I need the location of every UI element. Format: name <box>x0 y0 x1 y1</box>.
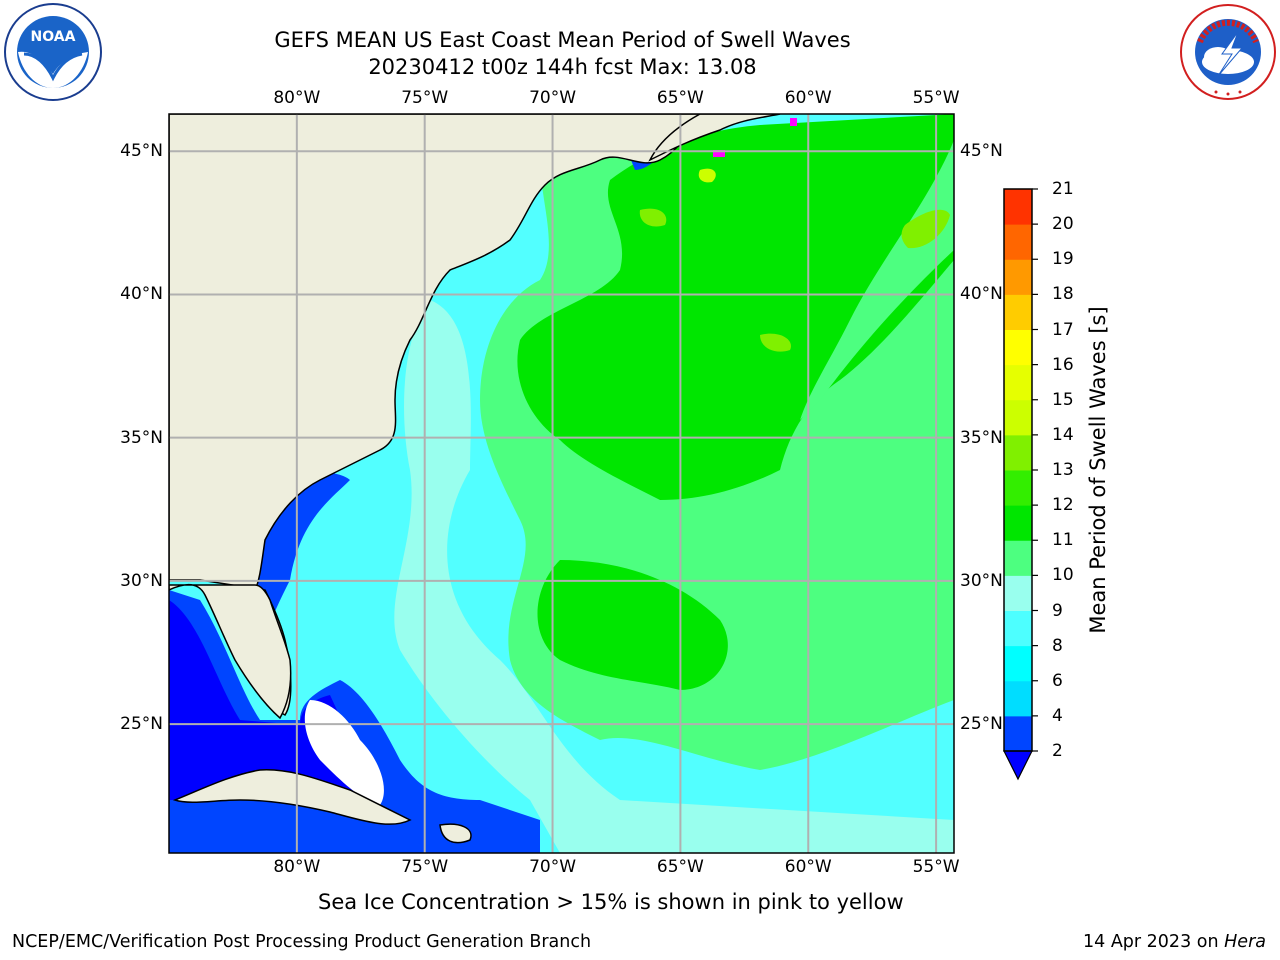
nws-logo <box>1178 2 1278 102</box>
map-frame <box>168 113 955 854</box>
lon-tick-label: 75°W <box>401 88 449 108</box>
colorbar-tick-label: 15 <box>1052 389 1074 410</box>
ocean-green <box>517 114 954 500</box>
colorbar-segment <box>1004 575 1032 611</box>
chart-title: GEFS MEAN US East Coast Mean Period of S… <box>274 28 851 52</box>
colorbar-segment <box>1004 645 1032 682</box>
colorbar-tick-label: 8 <box>1052 635 1063 656</box>
noaa-logo: NOAA <box>2 2 104 102</box>
lat-tick-label: 35°N <box>960 427 1003 448</box>
colorbar-under-arrow <box>1003 750 1033 781</box>
lon-tick-label: 65°W <box>656 88 704 108</box>
lon-tick-label: 55°W <box>912 857 960 877</box>
colorbar-segment <box>1004 505 1032 541</box>
colorbar-tick-label: 12 <box>1052 495 1074 516</box>
footer-date: 14 Apr 2023 on Hera <box>1083 932 1266 952</box>
colorbar-segment <box>1004 364 1032 401</box>
colorbar-segment <box>1004 715 1032 752</box>
lat-tick-label: 40°N <box>960 284 1003 305</box>
bahamas-gap <box>304 700 384 805</box>
sea-ice-marker <box>790 118 797 126</box>
footer-machine: Hera <box>1224 932 1266 952</box>
colorbar-segment <box>1004 259 1032 295</box>
lat-tick-label: 25°N <box>960 714 1003 735</box>
colorbar-tick-label: 14 <box>1052 424 1074 445</box>
lon-tick-label: 75°W <box>401 857 449 877</box>
footer-credit: NCEP/EMC/Verification Post Processing Pr… <box>12 932 592 952</box>
lon-tick-label: 60°W <box>784 857 832 877</box>
sea-ice-marker <box>713 150 725 157</box>
colorbar-tick-label: 10 <box>1052 565 1074 586</box>
lat-tick-label: 40°N <box>120 284 163 305</box>
ocean-yellowgreen-patch <box>901 209 950 249</box>
lon-tick-label: 60°W <box>784 88 832 108</box>
footer-date-text: 14 Apr 2023 on <box>1083 932 1225 952</box>
ocean-diagonal-band <box>800 140 954 420</box>
colorbar-tick-label: 20 <box>1052 214 1074 235</box>
colorbar-tick-label: 11 <box>1052 530 1074 551</box>
lon-tick-label: 80°W <box>273 88 321 108</box>
colorbar-tick-label: 9 <box>1052 600 1063 621</box>
colorbar-segment <box>1004 399 1032 436</box>
lon-tick-label: 65°W <box>656 857 704 877</box>
colorbar-segment <box>1004 329 1032 366</box>
colorbar-tick-label: 4 <box>1052 705 1063 726</box>
land-cuba <box>172 769 412 825</box>
lat-tick-label: 30°N <box>960 570 1003 591</box>
colorbar-segment <box>1004 680 1032 717</box>
lat-tick-label: 45°N <box>120 141 163 162</box>
colorbar-tick-label: 18 <box>1052 284 1074 305</box>
land-florida <box>169 583 292 720</box>
colorbar-tick-label: 16 <box>1052 354 1074 375</box>
colorbar-segment <box>1004 189 1032 225</box>
lon-tick-label: 70°W <box>529 857 577 877</box>
land-hispaniola <box>439 823 472 844</box>
colorbar-segment <box>1004 434 1032 471</box>
colorbar-tick-label: 19 <box>1052 249 1074 270</box>
colorbar-segment <box>1004 224 1032 260</box>
colorbar <box>1003 188 1038 781</box>
colorbar-segment <box>1004 540 1032 576</box>
colorbar-segment <box>1004 294 1032 330</box>
colorbar-segment <box>1004 610 1032 647</box>
lat-tick-label: 45°N <box>960 141 1003 162</box>
map-gridlines <box>169 114 954 853</box>
sea-ice-note: Sea Ice Concentration > 15% is shown in … <box>318 890 904 914</box>
colorbar-segment <box>1004 470 1032 506</box>
colorbar-tick-label: 2 <box>1052 741 1063 761</box>
lat-tick-label: 35°N <box>120 427 163 448</box>
chart-subtitle: 20230412 t00z 144h fcst Max: 13.08 <box>368 55 757 79</box>
lat-tick-label: 25°N <box>120 714 163 735</box>
lon-tick-label: 70°W <box>529 88 577 108</box>
lon-tick-label: 55°W <box>912 88 960 108</box>
noaa-logo-text: NOAA <box>31 29 76 45</box>
lat-tick-label: 30°N <box>120 570 163 591</box>
colorbar-tick-label: 6 <box>1052 670 1063 691</box>
ocean-pale-band <box>394 300 954 853</box>
colorbar-label: Mean Period of Swell Waves [s] <box>1086 306 1110 634</box>
colorbar-tick-label: 17 <box>1052 319 1074 340</box>
lon-tick-label: 80°W <box>273 857 321 877</box>
colorbar-tick-label: 21 <box>1052 179 1074 199</box>
colorbar-tick-label: 13 <box>1052 460 1074 480</box>
